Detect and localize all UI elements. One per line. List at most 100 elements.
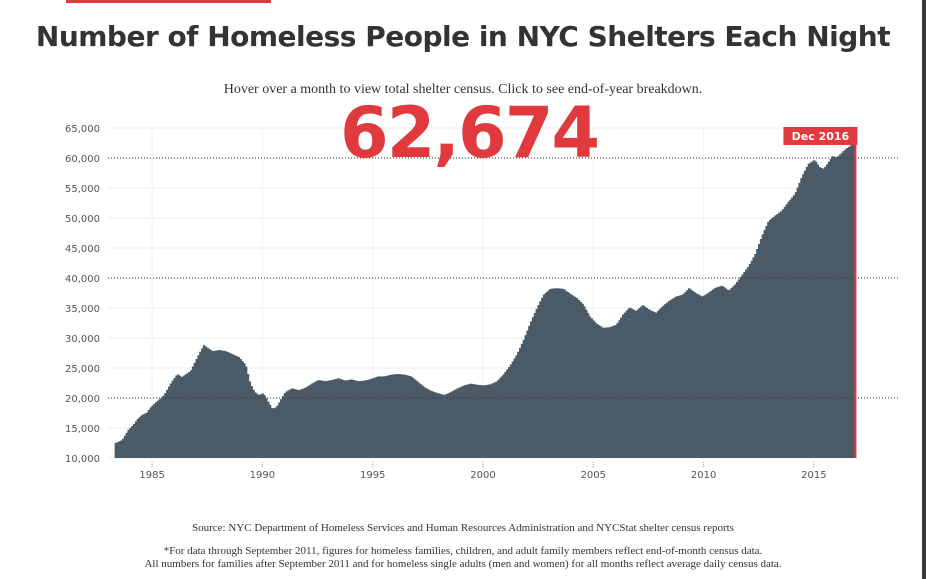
data-bar [151, 405, 154, 458]
data-bar [482, 385, 485, 458]
data-bar [601, 327, 604, 458]
data-bar [195, 359, 198, 458]
data-bar [256, 393, 259, 458]
data-bar [699, 295, 702, 458]
data-bar [535, 308, 538, 458]
data-bar [824, 166, 827, 459]
data-bar [123, 435, 127, 458]
data-bar [502, 374, 505, 458]
data-bar [226, 352, 229, 458]
data-bar [664, 304, 667, 458]
source-note: Source: NYC Department of Homeless Servi… [192, 522, 734, 534]
data-bar [147, 410, 150, 458]
y-tick-label: 35,000 [65, 304, 100, 315]
data-bar [526, 330, 529, 458]
data-bar [787, 201, 790, 459]
data-bar [395, 374, 399, 458]
homeless-census-chart[interactable]: 10,000 15,000 20,000 25,000 30,000 35,000 40,0… [0, 0, 926, 500]
data-bar [292, 388, 296, 458]
data-bar [623, 312, 627, 458]
x-tick-label: 1990 [250, 470, 275, 481]
data-bar [329, 380, 332, 458]
data-bar [213, 350, 217, 458]
data-bar [616, 323, 619, 458]
data-bar [522, 339, 525, 458]
data-bar [724, 288, 728, 458]
data-bar [851, 143, 854, 459]
data-bar [197, 355, 200, 458]
data-bar [519, 347, 522, 458]
data-bar [750, 260, 753, 458]
data-bar [594, 322, 597, 458]
data-bar [758, 244, 761, 458]
data-bar [357, 381, 360, 458]
data-bar [274, 407, 277, 458]
data-bar [820, 167, 823, 458]
data-bar [587, 313, 590, 458]
data-bar [471, 383, 474, 458]
data-bar [741, 274, 744, 458]
data-bar [550, 288, 553, 458]
data-bar [134, 421, 138, 458]
data-bar [524, 335, 527, 458]
data-bar [342, 380, 345, 458]
data-bar [138, 417, 141, 458]
data-bar [177, 374, 180, 458]
data-bar [410, 376, 413, 458]
data-bar [651, 311, 654, 458]
data-bar [280, 399, 283, 458]
data-bar [462, 385, 465, 458]
data-bar [272, 408, 275, 458]
data-bar [840, 152, 843, 458]
data-bar [298, 389, 301, 458]
data-bar [153, 403, 156, 458]
y-axis: 10,000 15,000 20,000 25,000 30,000 35,000 40,0… [65, 124, 100, 465]
data-bar [666, 302, 669, 458]
data-bar [324, 381, 327, 458]
data-bar [276, 405, 279, 458]
data-bar [136, 419, 139, 458]
data-bar [368, 379, 371, 458]
data-bar [548, 289, 551, 458]
y-tick-label: 45,000 [65, 244, 100, 255]
data-bar [300, 389, 303, 458]
data-bar [842, 151, 845, 458]
data-bar [708, 292, 711, 458]
data-bar [583, 306, 586, 458]
y-tick-label: 30,000 [65, 334, 100, 345]
data-bar [504, 372, 507, 458]
data-bar [327, 380, 331, 458]
data-bar [366, 379, 369, 458]
data-bar [710, 290, 713, 458]
data-bar [590, 318, 593, 458]
data-bar [816, 164, 820, 458]
data-bar [603, 327, 606, 458]
data-bar [489, 384, 492, 458]
data-bar [215, 350, 218, 458]
data-bar [278, 402, 281, 458]
data-bar [712, 289, 715, 458]
data-bar [383, 376, 386, 458]
data-bar [478, 385, 481, 458]
data-bar [748, 264, 752, 458]
data-bar [353, 380, 356, 458]
data-bar [230, 353, 233, 458]
data-bar [487, 384, 491, 458]
data-bar [767, 221, 770, 458]
data-bar [337, 378, 340, 458]
data-bar [537, 305, 540, 458]
data-bar [243, 363, 246, 458]
data-bar [542, 294, 546, 458]
data-bar [610, 326, 614, 458]
data-bar [155, 402, 158, 458]
x-tick-label: 2015 [801, 470, 826, 481]
data-bar [673, 297, 676, 458]
data-bar [307, 385, 310, 458]
data-bar [287, 390, 290, 458]
data-bar [563, 289, 566, 458]
footnote-line-1: *For data through September 2011, figure… [163, 545, 763, 557]
x-tick-label: 2010 [691, 470, 716, 481]
data-bar [596, 324, 599, 458]
data-bar [451, 391, 454, 458]
data-bar [360, 380, 364, 458]
